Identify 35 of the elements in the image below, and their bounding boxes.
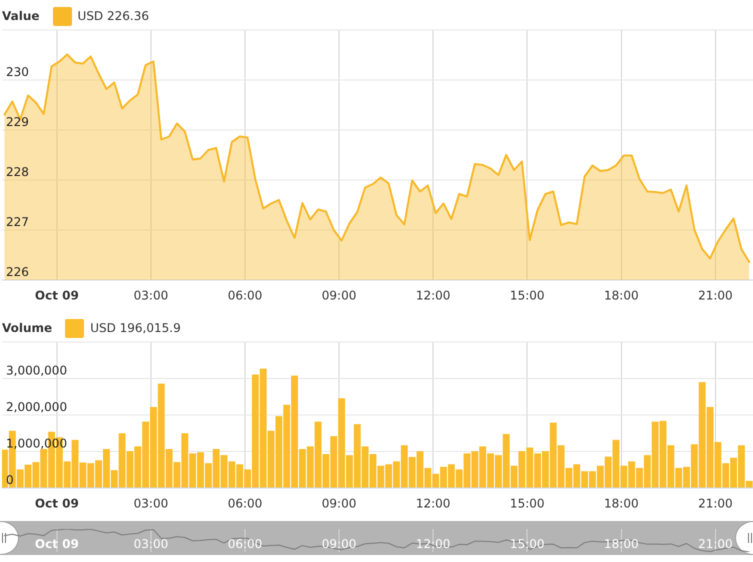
x-tick-label: Oct 09: [34, 288, 79, 302]
x-tick-label: 09:00: [322, 496, 356, 510]
x-tick-label: 09:00: [322, 537, 356, 552]
legend-title: Value: [2, 9, 40, 23]
x-tick-label: 15:00: [510, 537, 545, 552]
y-tick-label: 2,000,000: [6, 400, 68, 414]
x-tick-label: 06:00: [228, 496, 262, 510]
x-tick-label: 21:00: [698, 496, 733, 510]
y-tick-label: 229: [6, 115, 29, 130]
x-tick-label: 06:00: [228, 288, 262, 302]
x-tick-label: 21:00: [698, 288, 733, 302]
y-tick-label: 227: [6, 215, 29, 230]
x-tick-label: 03:00: [134, 288, 168, 302]
x-tick-label: Oct 09: [34, 496, 79, 510]
x-tick-label: 06:00: [228, 537, 262, 552]
y-tick-label: 228: [6, 165, 29, 180]
legend-title: Volume: [2, 321, 52, 335]
x-tick-label: 12:00: [416, 537, 450, 552]
x-tick-label: 03:00: [134, 496, 168, 510]
x-tick-label: 18:00: [604, 496, 639, 510]
x-tick-label: 21:00: [698, 537, 733, 552]
x-tick-label: 09:00: [322, 288, 356, 302]
legend-label: USD 196,015.9: [90, 321, 181, 335]
x-tick-label: Oct 09: [34, 537, 79, 552]
legend-label: USD 226.36: [78, 9, 149, 23]
x-tick-label: 15:00: [510, 496, 545, 510]
x-tick-label: 18:00: [604, 537, 639, 552]
y-tick-label: 3,000,000: [6, 364, 68, 378]
x-tick-label: 12:00: [416, 288, 450, 302]
x-tick-label: 15:00: [510, 288, 545, 302]
x-tick-label: 12:00: [416, 496, 450, 510]
y-tick-label: 230: [6, 65, 29, 80]
x-tick-label: 03:00: [134, 537, 168, 552]
x-tick-label: 18:00: [604, 288, 639, 302]
y-tick-label: 226: [6, 265, 29, 280]
